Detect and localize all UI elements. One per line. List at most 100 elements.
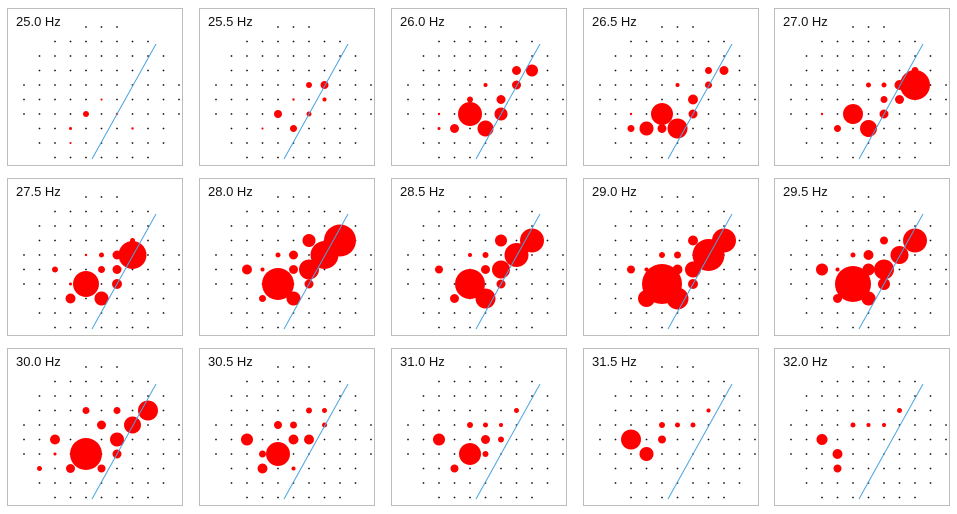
electrode-dot [723,312,725,314]
electrode-dot [23,98,25,101]
electrode-dot [100,26,103,28]
electrode-dot [370,84,372,86]
electrode-dot [230,283,233,285]
electrode-dot [422,438,425,441]
activation-bubble [911,67,919,74]
electrode-dot [100,366,103,368]
panel-plot [215,366,372,500]
electrode-dot [692,297,694,300]
electrode-dot [277,482,279,484]
electrode-dot [546,254,549,256]
electrode-dot [836,239,839,242]
electrode-dot [531,210,533,213]
electrode-dot [308,225,310,227]
electrode-dot [178,283,180,285]
electrode-grid [215,26,372,159]
electrode-dot [531,98,533,101]
electrode-dot [852,225,854,227]
electrode-dot [914,113,916,115]
electrode-dot [738,438,741,441]
electrode-dot [945,453,947,455]
electrode-dot [723,113,725,115]
electrode-dot [515,142,518,144]
electrode-dot [914,210,916,213]
electrode-dot [500,69,502,72]
electrode-dot [738,142,741,144]
electrode-dot [354,409,357,412]
electrode-dot [422,113,425,115]
electrode-dot [630,424,632,426]
electrode-dot [484,409,487,412]
electrode-dot [215,254,217,256]
electrode-dot [883,127,885,130]
electrode-dot [790,424,792,426]
electrode-dot [645,312,648,314]
electrode-dot [500,366,502,368]
electrode-dot [453,84,456,86]
electrode-dot [614,239,617,242]
electrode-dot [23,424,25,426]
electrode-dot [821,84,823,86]
activation-bubble [66,464,75,473]
electrode-dot [929,409,932,412]
electrode-dot [469,496,471,499]
electrode-dot [453,254,456,256]
electrode-dot [805,453,808,455]
electrode-dot [738,113,741,115]
electrode-dot [531,268,533,271]
electrode-dot [661,26,663,28]
electrode-dot [292,496,295,499]
electrode-dot [261,312,264,314]
electrode-dot [85,98,87,101]
electrode-dot [38,239,41,242]
electrode-dot [805,409,808,412]
electrode-dot [85,496,87,499]
electrode-dot [754,453,756,455]
electrode-dot [354,113,357,115]
electrode-dot [645,496,648,499]
electrode-dot [883,225,885,227]
electrode-dot [38,225,41,227]
electrode-dot [147,496,149,499]
electrode-dot [438,297,440,300]
electrode-dot [38,438,41,441]
activation-bubble [481,435,490,444]
electrode-dot [370,283,372,285]
electrode-dot [614,297,617,300]
electrode-dot [215,84,217,86]
electrode-dot [692,26,694,28]
electrode-dot [676,225,679,227]
electrode-dot [438,453,440,455]
electrode-dot [531,467,533,470]
electrode-dot [836,409,839,412]
electrode-dot [407,424,409,426]
electrode-dot [738,283,741,285]
activation-bubble [110,432,124,447]
activation-bubble [97,420,106,430]
activation-bubble [520,228,544,253]
electrode-dot [599,98,601,101]
panel-plot [215,196,372,330]
electrode-dot [914,312,916,314]
electrode-dot [614,424,617,426]
electrode-dot [453,69,456,72]
electrode-dot [562,113,564,115]
electrode-dot [914,297,916,300]
panel-title: 31.0 Hz [400,354,445,369]
electrode-dot [500,496,502,499]
axis-line [667,383,733,500]
electrode-grid [790,26,947,159]
activation-bubble [241,433,253,446]
electrode-dot [277,69,279,72]
electrode-dot [531,127,533,130]
electrode-dot [723,424,725,426]
chart-panel: 27.5 Hz [7,178,183,336]
electrode-dot [661,142,663,144]
electrode-dot [215,268,217,271]
electrode-dot [277,380,279,383]
electrode-dot [852,467,854,470]
electrode-dot [883,326,885,329]
electrode-dot [515,40,518,43]
electrode-dot [707,312,710,314]
electrode-dot [614,98,617,101]
